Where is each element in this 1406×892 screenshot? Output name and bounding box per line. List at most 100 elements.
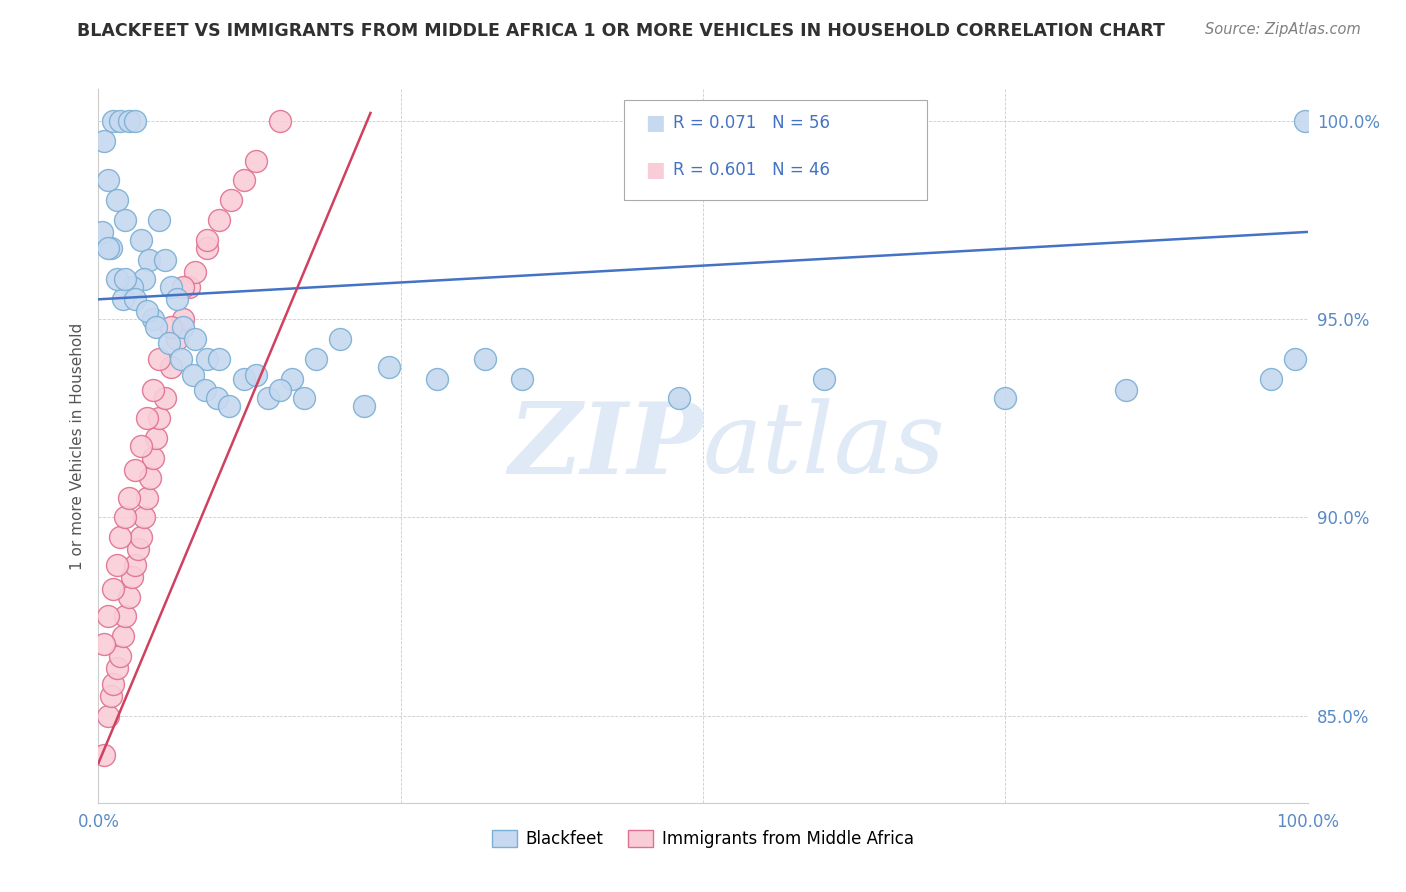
Point — [184, 332, 207, 346]
Point — [221, 193, 243, 207]
Point — [135, 491, 157, 505]
Point — [157, 335, 180, 350]
FancyBboxPatch shape — [624, 100, 927, 200]
Point — [269, 384, 291, 398]
Point — [93, 637, 115, 651]
Point — [129, 233, 152, 247]
Point — [1115, 384, 1137, 398]
Point — [329, 332, 352, 346]
Point — [105, 558, 128, 572]
Point — [135, 304, 157, 318]
Text: R = 0.601   N = 46: R = 0.601 N = 46 — [672, 161, 830, 178]
Text: BLACKFEET VS IMMIGRANTS FROM MIDDLE AFRICA 1 OR MORE VEHICLES IN HOUSEHOLD CORRE: BLACKFEET VS IMMIGRANTS FROM MIDDLE AFRI… — [77, 22, 1166, 40]
Point — [124, 463, 146, 477]
Text: R = 0.071   N = 56: R = 0.071 N = 56 — [672, 114, 830, 132]
Point — [121, 570, 143, 584]
Point — [994, 392, 1017, 406]
Point — [1294, 114, 1316, 128]
Point — [194, 384, 217, 398]
Point — [148, 411, 170, 425]
Point — [245, 153, 267, 168]
Point — [232, 173, 254, 187]
Point — [153, 392, 176, 406]
Point — [127, 542, 149, 557]
Point — [105, 193, 128, 207]
Point — [813, 371, 835, 385]
Point — [129, 439, 152, 453]
Point — [91, 225, 114, 239]
Point — [100, 689, 122, 703]
Point — [138, 252, 160, 267]
Point — [148, 351, 170, 366]
Point — [160, 280, 183, 294]
Point — [134, 272, 156, 286]
Point — [108, 114, 131, 128]
Point — [129, 530, 152, 544]
Point — [101, 677, 124, 691]
Point — [145, 320, 167, 334]
Point — [145, 431, 167, 445]
Point — [166, 332, 188, 346]
Point — [166, 293, 188, 307]
Point — [93, 134, 115, 148]
Point — [121, 280, 143, 294]
Point — [142, 384, 165, 398]
Point — [118, 491, 141, 505]
Point — [139, 471, 162, 485]
Point — [124, 114, 146, 128]
Point — [100, 241, 122, 255]
Point — [172, 280, 194, 294]
Text: ■: ■ — [645, 160, 665, 180]
Point — [135, 411, 157, 425]
Point — [97, 173, 120, 187]
Y-axis label: 1 or more Vehicles in Household: 1 or more Vehicles in Household — [69, 322, 84, 570]
Point — [118, 590, 141, 604]
Point — [426, 371, 449, 385]
Text: Source: ZipAtlas.com: Source: ZipAtlas.com — [1205, 22, 1361, 37]
Point — [148, 213, 170, 227]
Point — [195, 233, 218, 247]
Point — [97, 241, 120, 255]
Point — [668, 392, 690, 406]
Point — [184, 264, 207, 278]
Point — [208, 351, 231, 366]
Point — [172, 312, 194, 326]
Point — [292, 392, 315, 406]
Point — [101, 114, 124, 128]
Point — [218, 400, 240, 414]
Point — [142, 450, 165, 465]
Point — [160, 320, 183, 334]
Point — [1284, 351, 1306, 366]
Point — [142, 312, 165, 326]
Point — [195, 351, 218, 366]
Point — [160, 359, 183, 374]
Point — [108, 649, 131, 664]
Point — [124, 293, 146, 307]
Point — [108, 530, 131, 544]
Point — [114, 609, 136, 624]
Point — [377, 359, 399, 374]
Point — [153, 252, 176, 267]
Point — [93, 748, 115, 763]
Text: ZIP: ZIP — [508, 398, 703, 494]
Point — [510, 371, 533, 385]
Point — [232, 371, 254, 385]
Point — [474, 351, 496, 366]
Point — [169, 351, 191, 366]
Point — [269, 114, 291, 128]
Point — [114, 272, 136, 286]
Point — [101, 582, 124, 596]
Point — [111, 293, 134, 307]
Text: ■: ■ — [645, 113, 665, 134]
Point — [256, 392, 278, 406]
Point — [105, 272, 128, 286]
Point — [195, 241, 218, 255]
Point — [172, 320, 194, 334]
Point — [114, 510, 136, 524]
Point — [205, 392, 228, 406]
Point — [97, 609, 120, 624]
Point — [353, 400, 375, 414]
Point — [281, 371, 304, 385]
Point — [105, 661, 128, 675]
Point — [245, 368, 267, 382]
